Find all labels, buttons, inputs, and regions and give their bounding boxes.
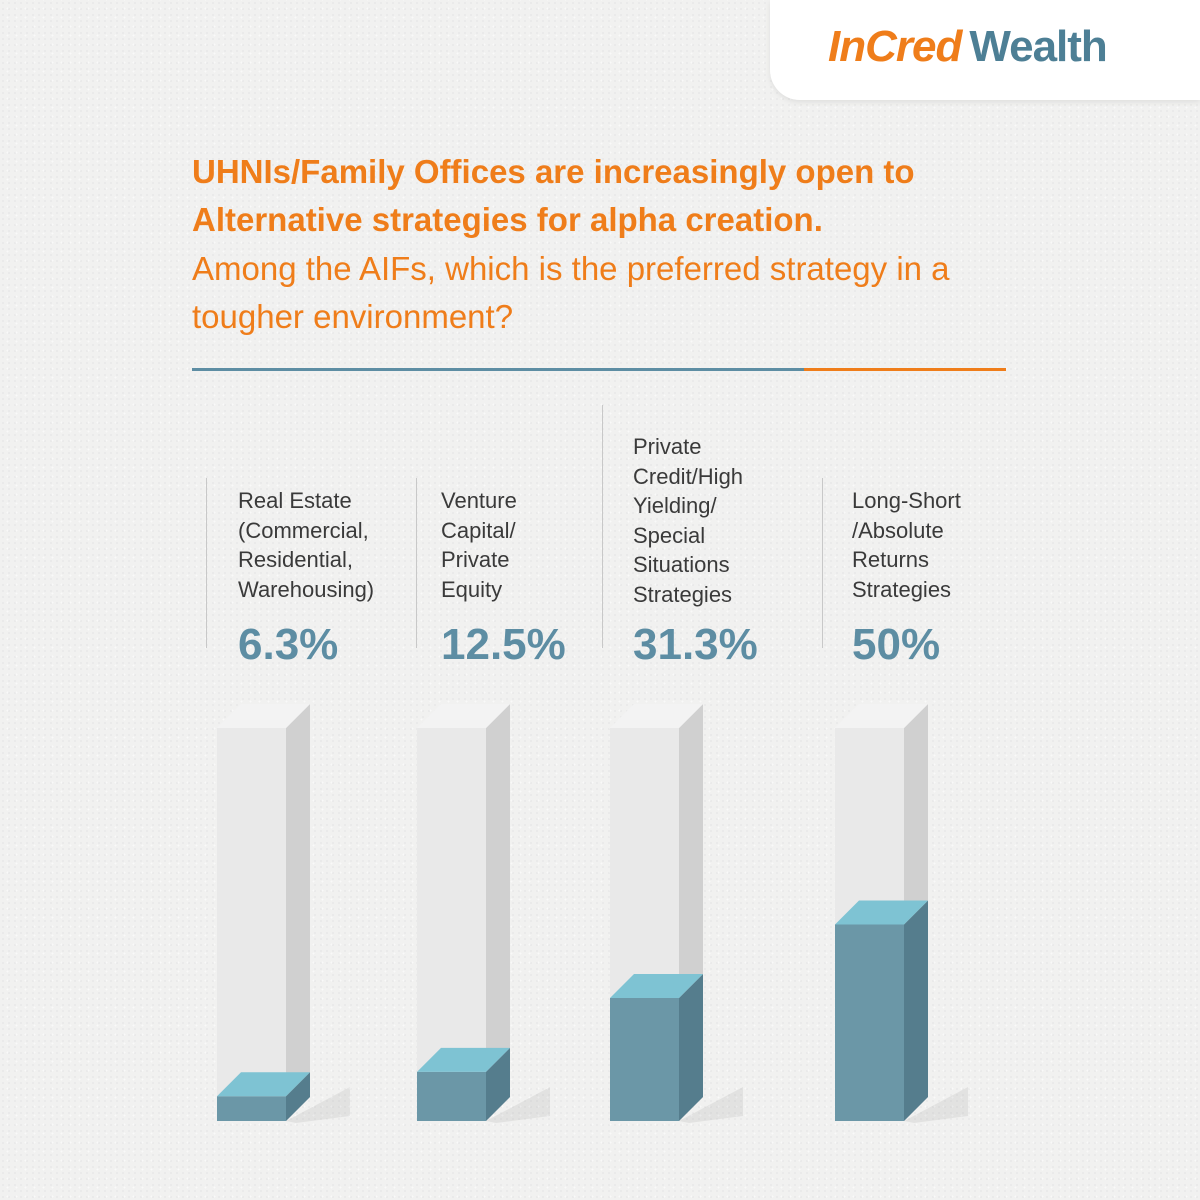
brand-suffix: Wealth [969,22,1107,71]
bar-track-top-private-credit [610,704,703,728]
category-label-venture-capital: Venture Capital/ Private Equity [441,488,517,602]
value-label-private-credit: 31.3% [633,620,758,669]
question: Among the AIFs, which is the preferred s… [192,250,950,335]
bar-fill-side-venture-capital [486,1047,510,1121]
bar-track-front-real-estate [217,728,286,1121]
bar-shadow-private-credit [679,1087,743,1123]
bar-fill-front-long-short [835,924,904,1121]
divider-rule-orange [804,368,1006,371]
bar-fill-side-real-estate [286,1072,310,1121]
bar-fill-front-venture-capital [417,1071,486,1121]
bar-fill-top-venture-capital [417,1047,510,1072]
bar-fill-front-private-credit [610,997,679,1121]
bar-track-top-venture-capital [417,704,510,728]
value-label-long-short: 50% [852,620,941,669]
divider-rule-blue [192,368,804,371]
bar-track-top-real-estate [217,704,310,728]
brand-logo: InCred Wealth [828,22,1108,72]
category-label-long-short: Long-Short /Absolute Returns Strategies [852,488,961,602]
label-guide-1 [206,478,231,648]
value-label-venture-capital: 12.5% [441,620,566,669]
label-guide-3 [602,405,627,648]
bar-fill-top-private-credit [610,973,703,998]
label-guide-4 [822,478,847,648]
bar-shadow-long-short [904,1087,968,1123]
bar-fill-top-long-short [835,900,928,925]
bar-fill-top-real-estate [217,1072,310,1097]
bar-track-side-venture-capital [486,704,510,1121]
label-guide-2 [416,478,441,648]
value-label-real-estate: 6.3% [238,620,339,669]
bar-fill-front-real-estate [217,1096,286,1121]
bar-track-side-real-estate [286,704,310,1121]
category-label-real-estate: Real Estate (Commercial, Residential, Wa… [238,488,375,602]
bar-shadow-real-estate [286,1087,350,1123]
bar-shadow-venture-capital [486,1087,550,1123]
brand-name: InCred [828,22,962,71]
logo-card: InCred Wealth [770,0,1200,100]
headline: UHNIs/Family Offices are increasingly op… [192,153,915,238]
bar-track-top-long-short [835,704,928,728]
category-label-private-credit: Private Credit/High Yielding/ Special Si… [633,434,744,607]
bar-fill-side-private-credit [679,973,703,1121]
bar-fill-side-long-short [904,900,928,1121]
